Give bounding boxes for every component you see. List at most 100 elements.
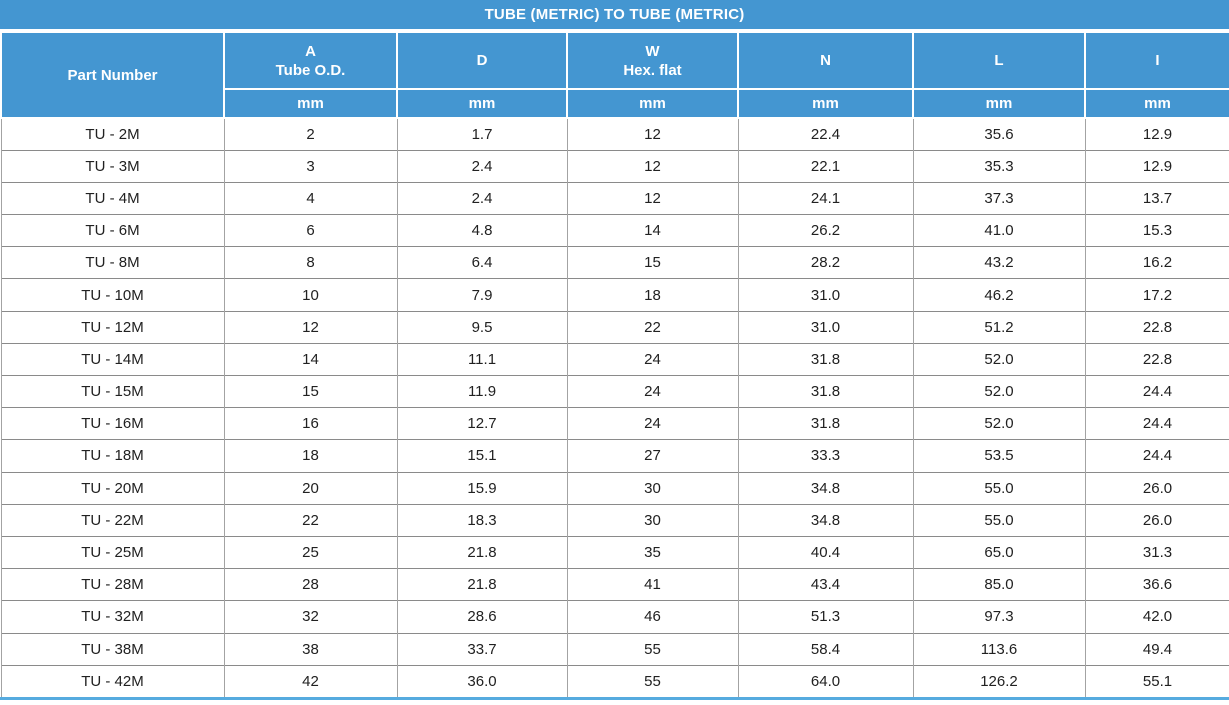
value-cell: 32 (224, 600, 398, 633)
value-cell: 1.7 (397, 117, 568, 151)
col-header-d: D (396, 31, 568, 90)
value-cell: 38 (224, 632, 398, 666)
table-row: TU - 16M 16 12.7 24 31.8 52.0 24.4 (0, 407, 1229, 440)
value-cell: 16.2 (1085, 246, 1229, 279)
part-number-cell: TU - 38M (0, 632, 225, 666)
table-title-bar: TUBE (METRIC) TO TUBE (METRIC) (0, 0, 1229, 29)
part-number-cell: TU - 8M (0, 246, 225, 279)
value-cell: 42 (224, 664, 398, 698)
value-cell: 12 (567, 117, 739, 151)
table-row: TU - 28M 28 21.8 41 43.4 85.0 36.6 (0, 568, 1229, 601)
value-cell: 55 (567, 632, 739, 666)
part-number-cell: TU - 6M (0, 214, 225, 247)
value-cell: 52.0 (913, 342, 1086, 376)
value-cell: 22.4 (738, 117, 914, 151)
value-cell: 3 (224, 149, 398, 183)
value-cell: 2.4 (397, 149, 568, 183)
table-row: TU - 4M 4 2.4 12 24.1 37.3 13.7 (0, 181, 1229, 215)
value-cell: 14 (567, 214, 739, 247)
value-cell: 26.0 (1085, 503, 1229, 537)
value-cell: 36.6 (1085, 568, 1229, 601)
col-header-d-label: D (476, 52, 488, 69)
value-cell: 12 (224, 310, 398, 344)
value-cell: 51.2 (913, 310, 1086, 344)
value-cell: 10 (224, 278, 398, 312)
part-number-cell: TU - 22M (0, 503, 225, 537)
value-cell: 12.9 (1085, 117, 1229, 151)
value-cell: 26.0 (1085, 471, 1229, 505)
value-cell: 31.0 (738, 278, 914, 312)
value-cell: 52.0 (913, 407, 1086, 440)
table-row: TU - 15M 15 11.9 24 31.8 52.0 24.4 (0, 374, 1229, 408)
value-cell: 31.3 (1085, 535, 1229, 569)
col-header-l: L (912, 31, 1086, 90)
value-cell: 97.3 (913, 600, 1086, 633)
value-cell: 34.8 (738, 471, 914, 505)
value-cell: 17.2 (1085, 278, 1229, 312)
table-row: TU - 8M 8 6.4 15 28.2 43.2 16.2 (0, 246, 1229, 279)
col-header-i: I (1084, 31, 1229, 90)
value-cell: 2 (224, 117, 398, 151)
part-number-cell: TU - 28M (0, 568, 225, 601)
value-cell: 46.2 (913, 278, 1086, 312)
part-number-cell: TU - 18M (0, 439, 225, 473)
table-row: TU - 42M 42 36.0 55 64.0 126.2 55.1 (0, 664, 1229, 698)
header-row-units: mm mm mm mm mm mm (1, 88, 1229, 119)
table-row: TU - 38M 38 33.7 55 58.4 113.6 49.4 (0, 632, 1229, 666)
value-cell: 58.4 (738, 632, 914, 666)
value-cell: 33.7 (397, 632, 568, 666)
value-cell: 33.3 (738, 439, 914, 473)
value-cell: 28.2 (738, 246, 914, 279)
value-cell: 27 (567, 439, 739, 473)
value-cell: 28.6 (397, 600, 568, 633)
table-row: TU - 12M 12 9.5 22 31.0 51.2 22.8 (0, 310, 1229, 344)
part-number-cell: TU - 2M (0, 117, 225, 151)
col-header-part-number: Part Number (0, 31, 225, 119)
value-cell: 11.9 (397, 374, 568, 408)
part-number-cell: TU - 20M (0, 471, 225, 505)
value-cell: 31.0 (738, 310, 914, 344)
value-cell: 15.3 (1085, 214, 1229, 247)
header-row-labels: Part Number A Tube O.D. D W Hex. flat N (0, 31, 1229, 119)
value-cell: 12.9 (1085, 149, 1229, 183)
value-cell: 55.1 (1085, 664, 1229, 698)
value-cell: 22 (224, 503, 398, 537)
value-cell: 22 (567, 310, 739, 344)
unit-cell-n: mm (737, 88, 914, 119)
value-cell: 31.8 (738, 342, 914, 376)
value-cell: 9.5 (397, 310, 568, 344)
value-cell: 55.0 (913, 503, 1086, 537)
value-cell: 21.8 (397, 568, 568, 601)
value-cell: 49.4 (1085, 632, 1229, 666)
value-cell: 12.7 (397, 407, 568, 440)
value-cell: 46 (567, 600, 739, 633)
value-cell: 20 (224, 471, 398, 505)
col-header-a: A Tube O.D. (223, 31, 398, 90)
value-cell: 15 (567, 246, 739, 279)
value-cell: 13.7 (1085, 181, 1229, 215)
value-cell: 2.4 (397, 181, 568, 215)
value-cell: 31.8 (738, 407, 914, 440)
value-cell: 85.0 (913, 568, 1086, 601)
col-header-w-sublabel: Hex. flat (623, 61, 682, 79)
part-number-cell: TU - 25M (0, 535, 225, 569)
part-number-cell: TU - 15M (0, 374, 225, 408)
col-header-n-label: N (820, 52, 831, 69)
value-cell: 42.0 (1085, 600, 1229, 633)
col-header-a-label: A (305, 42, 316, 60)
value-cell: 35.6 (913, 117, 1086, 151)
value-cell: 113.6 (913, 632, 1086, 666)
col-header-l-label: L (994, 52, 1004, 69)
value-cell: 4 (224, 181, 398, 215)
value-cell: 65.0 (913, 535, 1086, 569)
col-header-n: N (737, 31, 914, 90)
table-row: TU - 32M 32 28.6 46 51.3 97.3 42.0 (0, 600, 1229, 633)
part-number-cell: TU - 12M (0, 310, 225, 344)
value-cell: 64.0 (738, 664, 914, 698)
value-cell: 24.4 (1085, 439, 1229, 473)
value-cell: 51.3 (738, 600, 914, 633)
value-cell: 31.8 (738, 374, 914, 408)
value-cell: 21.8 (397, 535, 568, 569)
table-row: TU - 20M 20 15.9 30 34.8 55.0 26.0 (0, 471, 1229, 505)
